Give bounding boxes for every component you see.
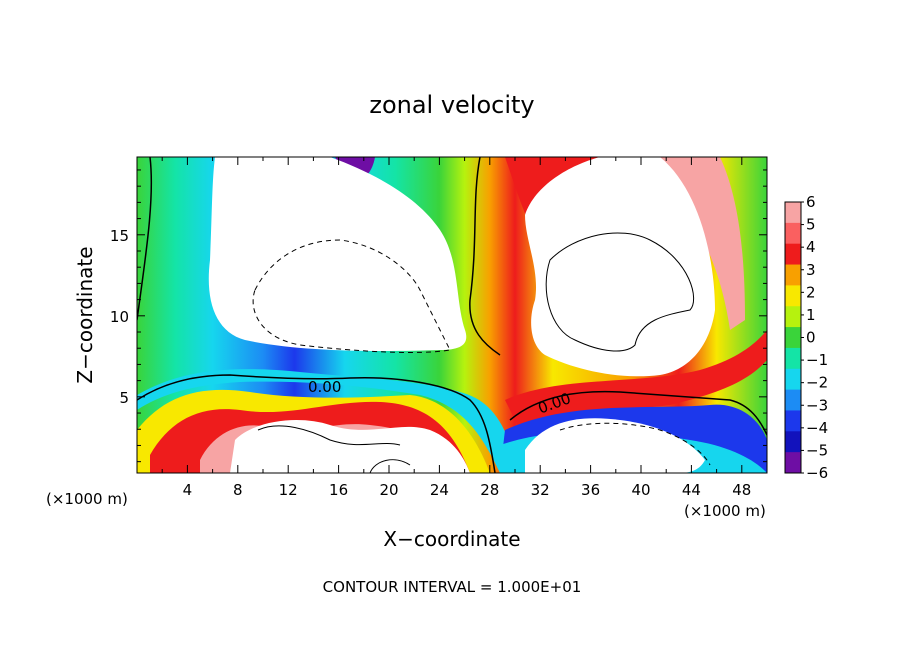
contour-zero-upper: [137, 374, 496, 473]
colorbar-label: −4: [806, 419, 828, 437]
top-pink-right: [640, 157, 745, 330]
y-tick-label: 5: [119, 389, 129, 407]
contour-zero-mid-vertical: [469, 157, 501, 356]
colorbar-swatch: [785, 368, 801, 391]
white-region-lower-right: [525, 418, 705, 473]
x-tick-label: 16: [329, 481, 348, 499]
y-axis: 5 10 15: [110, 169, 767, 463]
colorbar-swatch: [785, 327, 801, 349]
contour-label-left: 0.00: [308, 378, 341, 396]
x-tick-label: 4: [183, 481, 193, 499]
x-tick-label: 24: [430, 481, 449, 499]
y-tick-label: 15: [110, 227, 129, 245]
band-mid-cyan: [137, 369, 520, 473]
contour-negative-lower-right: [559, 422, 711, 466]
x-tick-label: 20: [379, 481, 398, 499]
colorbar-label: 3: [806, 261, 816, 279]
x-tick-label: 36: [581, 481, 600, 499]
x-tick-label: 40: [631, 481, 650, 499]
colorbar-label: 4: [806, 238, 816, 256]
x-tick-label: 8: [233, 481, 243, 499]
colorbar-swatch: [785, 264, 801, 286]
colorbar-swatch: [785, 285, 801, 307]
colorbar-label: −1: [806, 351, 828, 369]
plot-area: 0.00 0.00: [137, 157, 767, 473]
white-region-lower-mid: [230, 420, 470, 473]
white-region-upper-right: [525, 157, 715, 377]
plot-frame: [136, 156, 768, 474]
white-region-upper-left: [208, 157, 467, 351]
x-tick-label: 12: [279, 481, 298, 499]
colorbar-label: −6: [806, 464, 828, 482]
colorbar-swatch: [785, 410, 801, 432]
colorbar-label: −5: [806, 441, 828, 459]
colorbar-swatch: [785, 347, 801, 370]
colorbar-swatch: [785, 431, 801, 453]
x-tick-label: 28: [480, 481, 499, 499]
contour-interval-note: CONTOUR INTERVAL = 1.000E+01: [323, 578, 582, 596]
colorbar-swatch: [785, 452, 801, 474]
x-units-right: (×1000 m): [684, 502, 766, 520]
contour-negative-upper-left: [252, 239, 451, 353]
colorbar-swatch: [785, 243, 801, 266]
y-axis-label: Z−coordinate: [73, 246, 97, 383]
x-axis-label: X−coordinate: [383, 527, 520, 551]
contour-positive-lower-mid-2: [369, 459, 411, 473]
colorbar-swatch: [785, 389, 801, 411]
colorbar-label: 2: [806, 283, 816, 301]
colorbar-label: 5: [806, 216, 816, 234]
band-lower-right-red: [505, 330, 767, 430]
colorbar-label: −3: [806, 396, 828, 414]
contour-positive-lower-mid: [257, 425, 401, 446]
colorbar-swatch: [785, 306, 801, 328]
x-tick-label: 44: [682, 481, 701, 499]
contour-positive-upper-right: [545, 232, 695, 352]
colorbar-label: −2: [806, 374, 828, 392]
chart-title: zonal velocity: [369, 91, 534, 119]
x-tick-label: 32: [531, 481, 550, 499]
colorbar: 6 5 4 3 2 1 0 −1 −2 −3 −4 −5 −6: [784, 193, 828, 482]
colorbar-label: 0: [806, 329, 816, 347]
x-tick-label: 48: [732, 481, 751, 499]
colorbar-label: 1: [806, 306, 816, 324]
colorbar-label: 6: [806, 193, 816, 211]
y-tick-label: 10: [110, 308, 129, 326]
contour-zero-right: [509, 390, 767, 436]
colorbar-swatch: [785, 222, 801, 245]
x-axis: 4 8 12 16 20 24 28 32 36 40 44 48: [161, 157, 751, 499]
colorbar-swatch: [785, 202, 801, 224]
x-units-left: (×1000 m): [46, 490, 128, 508]
